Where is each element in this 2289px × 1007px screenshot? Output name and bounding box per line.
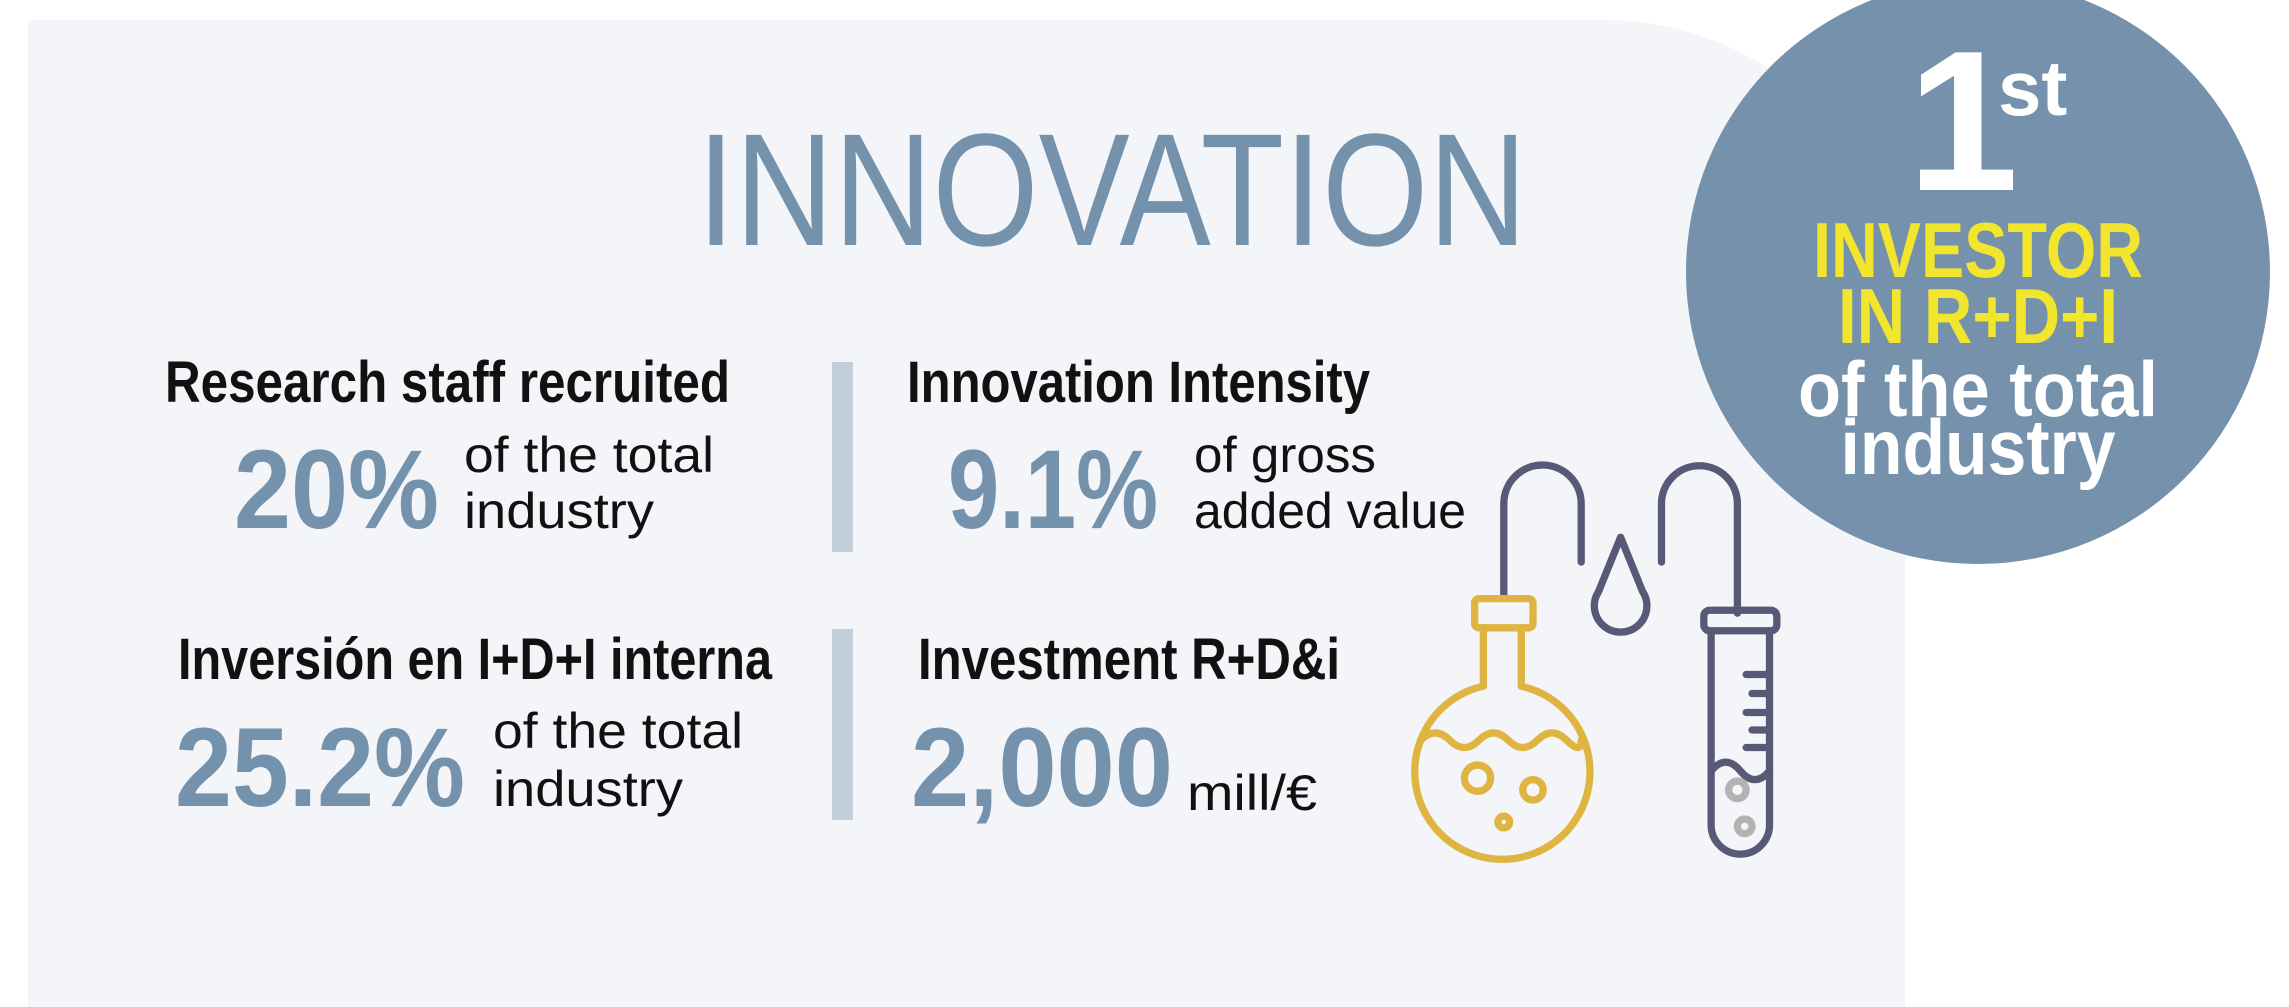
badge-line: INVESTOR [1813, 206, 2143, 294]
title: INNOVATION [697, 100, 1527, 279]
badge-line: IN R+D+I [1838, 272, 2118, 360]
stat-heading: Innovation Intensity [907, 350, 1370, 415]
badge-rank: 1 [1907, 10, 2018, 233]
divider [832, 629, 853, 820]
badge-suffix: st [1998, 44, 2067, 132]
stat-description: of the total [464, 427, 714, 483]
badge-line: industry [1841, 403, 2116, 491]
stat-value: 9.1% [948, 427, 1158, 552]
panel [28, 20, 1905, 1007]
divider [832, 362, 853, 552]
badge-circle [1686, 0, 2270, 564]
stat-value: 20% [234, 427, 439, 552]
stat-value: 25.2% [175, 705, 465, 830]
stat-heading: Research staff recruited [165, 350, 730, 415]
lab-icon [1411, 461, 1781, 863]
stat-heading: Investment R+D&i [918, 627, 1340, 692]
stat-value: 2,000 [911, 705, 1173, 830]
stat-description: of the total [493, 703, 743, 759]
stat-description: mill/€ [1187, 765, 1317, 821]
stat-description: industry [464, 483, 654, 539]
stat-description: of gross [1194, 427, 1376, 483]
stat-description: added value [1194, 483, 1466, 539]
badge-line: of the total [1798, 345, 2158, 433]
stat-heading: Inversión en I+D+I interna [178, 627, 773, 692]
stat-description: industry [493, 761, 683, 817]
